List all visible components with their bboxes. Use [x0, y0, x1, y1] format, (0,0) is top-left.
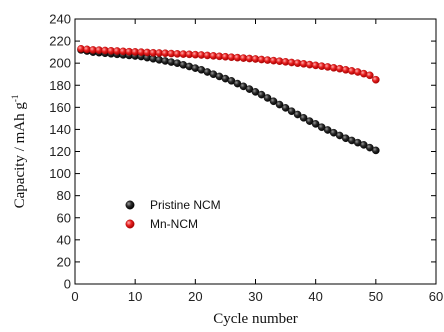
data-point	[263, 94, 272, 102]
data-point	[372, 146, 380, 155]
y-tick-label: 240	[49, 12, 71, 27]
y-tick-label: 180	[49, 78, 71, 93]
x-tick-label: 10	[128, 289, 142, 304]
y-tick-label: 220	[49, 34, 71, 49]
legend-label-pristine-ncm: Pristine NCM	[150, 198, 221, 212]
data-point	[269, 97, 278, 106]
x-tick-label: 50	[369, 289, 383, 304]
y-tick-label: 120	[49, 144, 71, 159]
svg-text:Capacity / mAh g-1: Capacity / mAh g-1	[10, 95, 28, 209]
x-tick-label: 0	[71, 289, 78, 304]
x-tick-label: 60	[429, 289, 443, 304]
data-point	[311, 120, 320, 128]
x-tick-label: 40	[308, 289, 322, 304]
y-axis-title-superscript: -1	[10, 95, 20, 103]
x-tick-label: 20	[188, 289, 202, 304]
series-pristine-ncm	[77, 46, 380, 155]
series-mn-ncm	[77, 45, 380, 84]
legend: Pristine NCM Mn-NCM	[125, 198, 221, 231]
y-tick-label: 40	[57, 232, 71, 247]
data-point	[275, 100, 284, 109]
y-tick-label: 20	[57, 254, 71, 269]
data-point	[372, 75, 380, 84]
data-point	[257, 90, 266, 99]
y-tick-label: 80	[57, 188, 71, 203]
y-axis-title: Capacity / mAh g	[12, 102, 28, 209]
y-tick-label: 100	[49, 166, 71, 181]
y-tick-label: 0	[64, 277, 71, 292]
y-tick-label: 60	[57, 210, 71, 225]
data-series	[77, 45, 380, 155]
x-tick-label: 30	[248, 289, 262, 304]
data-point	[287, 107, 296, 115]
x-axis-title: Cycle number	[213, 311, 298, 327]
y-axis-title-group: Capacity / mAh g-1	[10, 95, 28, 209]
legend-label-mn-ncm: Mn-NCM	[150, 217, 198, 231]
data-point	[293, 110, 302, 119]
data-point	[299, 114, 308, 122]
x-axis: 0 10 20 30 40 50 60	[71, 19, 443, 304]
y-axis: 0 20 40 60 80 100 120 140 160 180 200 220 240	[49, 12, 436, 292]
y-tick-label: 200	[49, 56, 71, 71]
y-tick-label: 140	[49, 122, 71, 137]
legend-marker-pristine-ncm	[125, 200, 135, 210]
data-point	[366, 71, 374, 80]
legend-marker-mn-ncm	[125, 219, 135, 229]
data-point	[281, 104, 290, 112]
y-tick-label: 160	[49, 100, 71, 115]
